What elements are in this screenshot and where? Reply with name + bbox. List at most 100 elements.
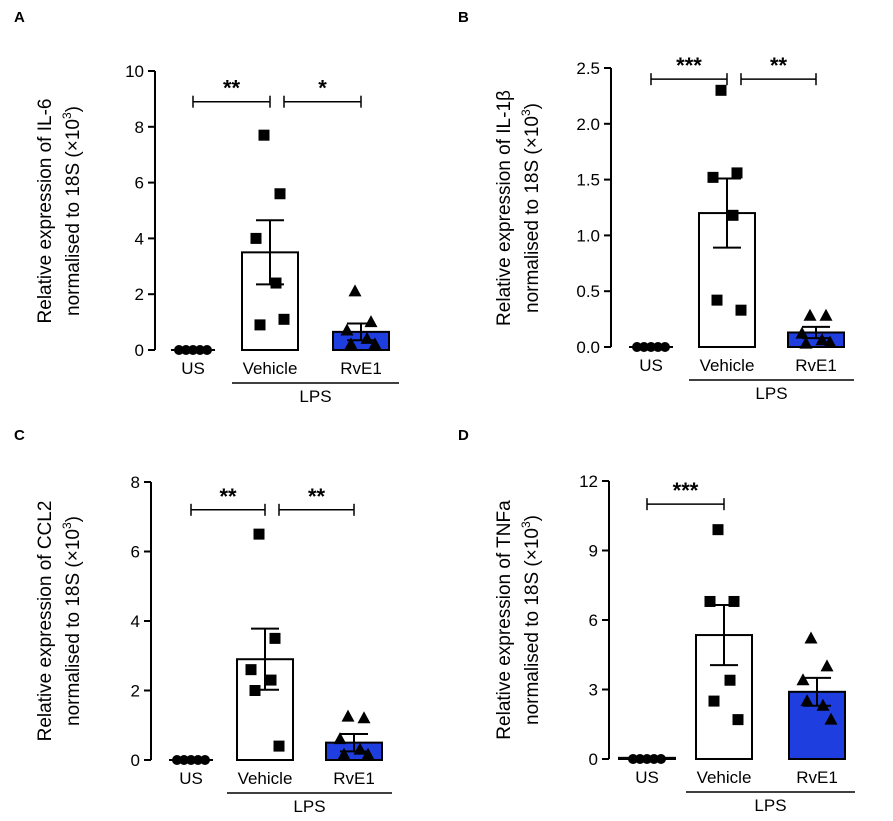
- panel-label: D: [458, 427, 469, 444]
- data-point-square: [732, 714, 744, 726]
- data-point-triangle: [340, 323, 354, 336]
- data-point-triangle: [348, 284, 362, 297]
- data-point-square: [707, 171, 719, 183]
- data-point-square: [245, 664, 257, 676]
- data-point-circle: [642, 754, 652, 764]
- data-point-triangle: [353, 742, 367, 755]
- data-point-triangle: [823, 335, 837, 348]
- data-point-square: [249, 685, 261, 696]
- y-tick-label: 0: [135, 341, 144, 360]
- data-point-square: [731, 167, 743, 179]
- panel-d: D Relative expression of TNFa normalised t…: [458, 427, 855, 815]
- data-point-circle: [179, 755, 189, 765]
- data-point-circle: [646, 342, 656, 352]
- data-point-square: [712, 524, 724, 536]
- data-point-square: [715, 84, 727, 96]
- x-category-label: RvE1: [340, 359, 382, 378]
- data-point-triangle: [815, 333, 829, 346]
- y-tick-label: 4: [135, 229, 144, 248]
- data-point-circle: [202, 345, 212, 355]
- y-tick-label: 12: [579, 472, 598, 491]
- y-tick-label: 6: [135, 174, 144, 193]
- data-point-circle: [172, 755, 182, 765]
- panel-label: B: [458, 9, 469, 26]
- y-axis-label: Relative expression of IL-1β normalised t…: [494, 90, 543, 326]
- y-axis-label-suffix: ): [63, 106, 84, 112]
- data-point-square: [250, 232, 262, 244]
- data-point-square: [711, 294, 723, 306]
- y-axis-label-line1: Relative expression of CCL2: [35, 501, 56, 742]
- data-point-triangle: [820, 659, 834, 672]
- significance-label: ***: [673, 478, 699, 503]
- data-point-square: [727, 209, 739, 221]
- x-category-label: RvE1: [795, 356, 837, 375]
- y-tick-label: 0.5: [576, 282, 600, 301]
- data-point-circle: [181, 345, 191, 355]
- y-axis-label-suffix: ): [522, 103, 543, 109]
- x-category-label: US: [639, 356, 663, 375]
- data-point-triangle: [364, 315, 378, 328]
- data-point-square: [704, 595, 716, 607]
- data-point-triangle: [804, 631, 818, 644]
- x-category-label: Vehicle: [238, 769, 293, 788]
- data-point-triangle: [344, 337, 358, 350]
- y-axis-label: Relative expression of IL-6 normalised to…: [35, 99, 84, 324]
- y-tick-label: 4: [131, 612, 140, 631]
- y-axis-label-suffix: ): [63, 516, 84, 522]
- data-point-circle: [188, 345, 198, 355]
- data-point-circle: [653, 342, 663, 352]
- y-tick-label: 1.5: [576, 171, 600, 190]
- y-axis-label: Relative expression of TNFa normalised to…: [494, 500, 543, 740]
- data-point-circle: [193, 755, 203, 765]
- data-point-square: [278, 313, 290, 325]
- y-tick-label: 2: [131, 682, 140, 701]
- data-point-triangle: [337, 747, 351, 760]
- data-point-circle: [639, 342, 649, 352]
- y-tick-label: 0: [131, 751, 140, 770]
- x-category-label: Vehicle: [697, 768, 752, 787]
- panel-a: A Relative expression of IL-6 normalised t…: [14, 9, 399, 406]
- panel-label: C: [14, 427, 25, 444]
- data-point-square: [254, 319, 266, 331]
- y-tick-label: 2.0: [576, 115, 600, 134]
- data-point-circle: [195, 345, 205, 355]
- data-point-triangle: [800, 694, 814, 707]
- y-axis-label-line2: normalised to 18S (×10: [63, 119, 84, 316]
- y-tick-label: 9: [589, 542, 598, 561]
- y-axis-label-exponent: 3: [60, 112, 74, 119]
- data-point-square: [708, 695, 720, 707]
- panel-label: A: [14, 9, 25, 26]
- y-tick-label: 8: [135, 118, 144, 137]
- significance-label: **: [219, 484, 237, 509]
- data-point-circle: [186, 755, 196, 765]
- data-point-triangle: [824, 712, 838, 725]
- data-point-triangle: [819, 308, 833, 321]
- data-point-triangle: [796, 673, 810, 686]
- x-category-label: US: [181, 359, 205, 378]
- y-tick-label: 6: [589, 611, 598, 630]
- y-axis-label-line1: Relative expression of IL-6: [35, 99, 56, 324]
- x-category-label: Vehicle: [700, 356, 755, 375]
- y-tick-label: 6: [131, 543, 140, 562]
- data-point-circle: [174, 345, 184, 355]
- data-point-triangle: [368, 337, 382, 350]
- data-point-circle: [649, 754, 659, 764]
- data-point-circle: [660, 342, 670, 352]
- data-point-circle: [656, 754, 666, 764]
- data-point-square: [270, 277, 282, 289]
- group-label: LPS: [293, 797, 325, 816]
- y-tick-label: 0: [589, 750, 598, 769]
- data-point-triangle: [360, 331, 374, 344]
- data-point-triangle: [357, 711, 371, 724]
- significance-label: **: [223, 76, 241, 101]
- data-point-square: [735, 304, 747, 316]
- panel-b: B Relative expression of IL-1β normalised …: [458, 9, 854, 403]
- data-point-square: [258, 129, 270, 141]
- data-point-square: [269, 632, 281, 644]
- group-label: LPS: [755, 384, 787, 403]
- x-category-label: RvE1: [333, 769, 375, 788]
- data-point-circle: [628, 754, 638, 764]
- group-label: LPS: [754, 796, 786, 815]
- y-tick-label: 0.0: [576, 338, 600, 357]
